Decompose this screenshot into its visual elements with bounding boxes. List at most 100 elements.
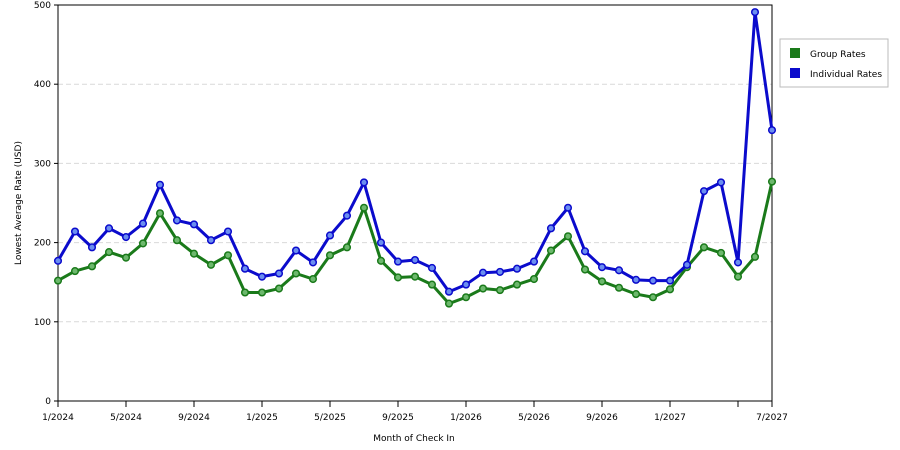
data-point xyxy=(767,126,777,135)
data-point xyxy=(529,274,539,284)
data-point xyxy=(682,260,692,269)
y-tick-label: 0 xyxy=(45,397,51,407)
data-point xyxy=(461,280,471,289)
x-tick-label: 1/2027 xyxy=(654,413,686,423)
data-point xyxy=(393,273,403,282)
data-point xyxy=(716,248,726,257)
data-point xyxy=(155,209,165,218)
data-point xyxy=(393,257,403,266)
data-point xyxy=(563,203,573,212)
data-point xyxy=(716,178,726,187)
x-tick-label: 5/2026 xyxy=(518,413,550,423)
data-point xyxy=(631,275,641,284)
y-tick-label: 400 xyxy=(34,80,51,90)
data-point xyxy=(478,268,488,277)
data-point xyxy=(359,203,369,212)
x-tick-label: 9/2026 xyxy=(586,413,618,423)
data-point xyxy=(87,262,97,271)
data-point xyxy=(631,290,641,299)
data-point xyxy=(342,243,352,252)
data-point xyxy=(257,288,267,297)
y-tick-label: 200 xyxy=(34,239,51,249)
data-point xyxy=(648,293,658,302)
data-point xyxy=(444,299,454,308)
data-point xyxy=(495,286,505,295)
x-tick-label: 5/2024 xyxy=(110,413,142,423)
y-tick-label: 500 xyxy=(34,1,51,11)
x-tick-label: 9/2025 xyxy=(382,413,414,423)
legend-label-group-rates: Group Rates xyxy=(810,50,866,60)
series-individual-rates xyxy=(53,8,777,296)
x-tick-label: 1/2024 xyxy=(42,413,74,423)
data-point xyxy=(767,177,777,186)
data-point xyxy=(206,236,216,245)
plot-frame xyxy=(57,4,773,402)
x-tick-label: 1/2026 xyxy=(450,413,482,423)
data-point xyxy=(580,265,590,274)
data-point xyxy=(648,276,658,285)
data-point xyxy=(291,246,301,255)
data-point xyxy=(87,243,97,252)
grid xyxy=(58,83,772,323)
data-point xyxy=(342,211,352,220)
x-tick-label: 5/2025 xyxy=(314,413,346,423)
data-point xyxy=(750,8,760,17)
data-point xyxy=(138,219,148,228)
x-tick-label: 7/2027 xyxy=(756,413,788,423)
data-point xyxy=(359,178,369,187)
data-point xyxy=(665,276,675,285)
data-point xyxy=(376,256,386,265)
data-point xyxy=(376,238,386,247)
series-layer xyxy=(53,8,777,308)
legend-box xyxy=(779,38,889,88)
data-point xyxy=(189,220,199,229)
x-tick-label: 9/2024 xyxy=(178,413,210,423)
data-point xyxy=(53,256,63,265)
data-point xyxy=(104,248,114,257)
x-tick-label: 1/2025 xyxy=(246,413,278,423)
y-tick-label: 300 xyxy=(34,159,51,169)
data-point xyxy=(104,224,114,233)
data-point xyxy=(529,257,539,266)
data-point xyxy=(172,236,182,245)
data-point xyxy=(699,243,709,252)
data-point xyxy=(733,272,743,281)
data-point xyxy=(223,227,233,236)
data-point xyxy=(325,231,335,240)
data-point xyxy=(274,269,284,278)
legend-swatch-group-rates xyxy=(790,48,800,58)
data-point xyxy=(444,287,454,296)
data-point xyxy=(614,266,624,275)
x-axis-title: Month of Check In xyxy=(373,434,455,444)
data-point xyxy=(478,284,488,293)
data-point xyxy=(410,255,420,265)
data-point xyxy=(512,280,522,289)
data-point xyxy=(70,267,80,276)
data-point xyxy=(546,246,556,255)
data-point xyxy=(308,274,318,284)
data-point xyxy=(546,224,556,233)
data-point xyxy=(495,267,505,276)
data-point xyxy=(155,180,165,189)
data-point xyxy=(70,227,80,236)
data-point xyxy=(53,276,63,285)
data-point xyxy=(427,280,437,289)
y-axis-title: Lowest Average Rate (USD) xyxy=(14,141,24,265)
data-point xyxy=(325,251,335,260)
data-point xyxy=(750,252,760,261)
data-point xyxy=(240,288,250,297)
series-line xyxy=(56,10,774,294)
data-point xyxy=(274,284,284,293)
data-point xyxy=(189,249,199,258)
data-point xyxy=(138,239,148,248)
data-point xyxy=(512,264,522,273)
data-point xyxy=(461,293,471,302)
data-point xyxy=(257,272,267,281)
data-point xyxy=(665,285,675,294)
data-point xyxy=(597,277,607,286)
data-point xyxy=(240,264,250,273)
data-point xyxy=(410,272,420,281)
data-point xyxy=(699,187,709,196)
